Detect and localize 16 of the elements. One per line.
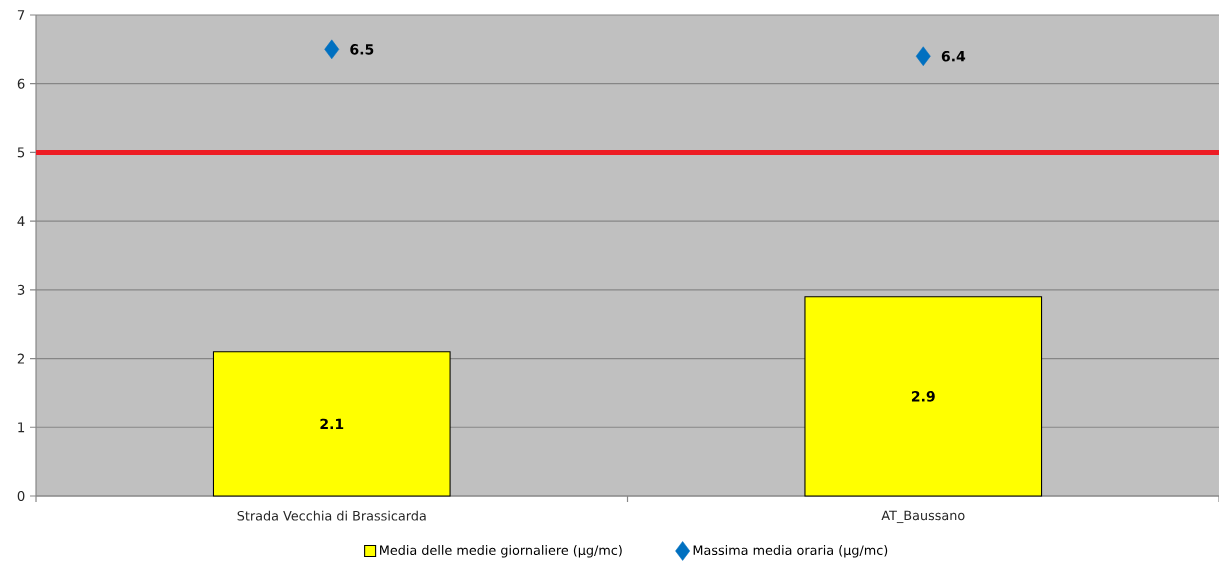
legend-label: Media delle medie giornaliere (µg/mc): [380, 545, 622, 558]
y-tick-label: 6: [17, 78, 25, 89]
y-tick-label: 3: [17, 284, 25, 295]
y-tick-label: 7: [17, 10, 25, 20]
y-tick-label: 1: [18, 422, 25, 433]
data-label: 2.9: [911, 391, 935, 402]
y-tick-label: 0: [17, 490, 25, 502]
x-tick-label: AT_Baussano: [881, 510, 965, 524]
data-label: 6.5: [350, 44, 374, 55]
data-label: 6.4: [941, 50, 966, 62]
y-tick-label: 2: [17, 353, 24, 364]
data-label: 2.1: [320, 418, 344, 430]
y-tick-label: 5: [17, 147, 25, 158]
x-tick-label: Strada Vecchia di Brassicarda: [237, 510, 426, 521]
y-tick-label: 4: [17, 216, 25, 226]
legend-label: Massima media oraria (µg/mc): [693, 545, 888, 558]
